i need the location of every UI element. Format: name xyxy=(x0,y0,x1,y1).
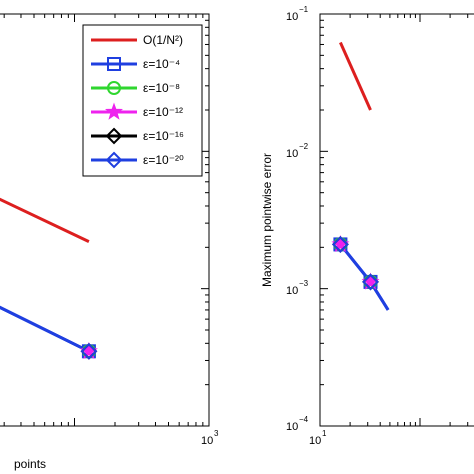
right-data-marker xyxy=(331,236,349,253)
right-data-marker xyxy=(362,273,379,291)
legend-label: ε=10⁻¹² xyxy=(143,105,183,119)
right-y-tick-label: 10 xyxy=(286,285,298,297)
right-y-tick-exponent: −4 xyxy=(299,415,309,424)
legend-marker xyxy=(107,57,121,71)
legend-marker xyxy=(105,127,123,145)
legend-box xyxy=(82,24,203,177)
left-data-marker xyxy=(80,342,98,360)
right-y-axis-label: Maximum pointwise error xyxy=(260,153,274,287)
left-x-tick-exponent: 3 xyxy=(214,429,219,438)
right-y-tick-label: 10 xyxy=(286,148,298,160)
right-series-line xyxy=(339,41,372,111)
legend: O(1/N²) ε=10⁻⁴ ε=10⁻⁸ ε=10⁻¹² ε=10⁻¹⁶ ε=10⁻²⁰ xyxy=(82,24,203,177)
right-y-tick-labels: 10 −1 10 −2 10 −3 10 −4 xyxy=(286,5,309,433)
right-y-tick-exponent: −1 xyxy=(299,5,309,14)
right-y-tick-exponent: −2 xyxy=(299,142,309,151)
right-y-tick-label: 10 xyxy=(286,11,298,23)
left-series-line xyxy=(0,197,90,243)
left-markers-layer xyxy=(79,341,98,360)
legend-label: O(1/N²) xyxy=(143,33,183,47)
right-y-tick-exponent: −3 xyxy=(299,279,309,288)
left-panel: 10 3 points O(1/N²) ε=10⁻⁴ ε=10⁻⁸ ε=10⁻¹² ε=… xyxy=(0,13,219,471)
left-x-tick-label: 10 xyxy=(201,435,213,447)
right-x-tick-label: 10 xyxy=(309,435,321,447)
right-panel: 10 −1 10 −2 10 −3 10 −4 10 1 Maximum poi… xyxy=(260,5,474,447)
right-y-tick-label: 10 xyxy=(286,421,298,433)
legend-marker xyxy=(105,102,123,120)
legend-label: ε=10⁻²⁰ xyxy=(143,153,184,167)
legend-marker xyxy=(107,81,121,95)
right-plot-frame xyxy=(319,13,474,427)
legend-marker xyxy=(105,151,123,169)
legend-label: ε=10⁻⁸ xyxy=(143,81,180,95)
legend-label: ε=10⁻⁴ xyxy=(143,57,180,71)
right-x-tick-exponent: 1 xyxy=(322,429,327,438)
right-markers-layer xyxy=(331,234,380,291)
right-series-layer xyxy=(339,41,390,311)
left-x-axis-label: points xyxy=(14,457,46,471)
legend-label: ε=10⁻¹⁶ xyxy=(143,129,184,143)
left-series-layer xyxy=(0,197,90,353)
right-minor-ticks xyxy=(319,14,469,427)
left-series-line xyxy=(0,305,90,353)
left-minor-ticks xyxy=(3,14,209,427)
